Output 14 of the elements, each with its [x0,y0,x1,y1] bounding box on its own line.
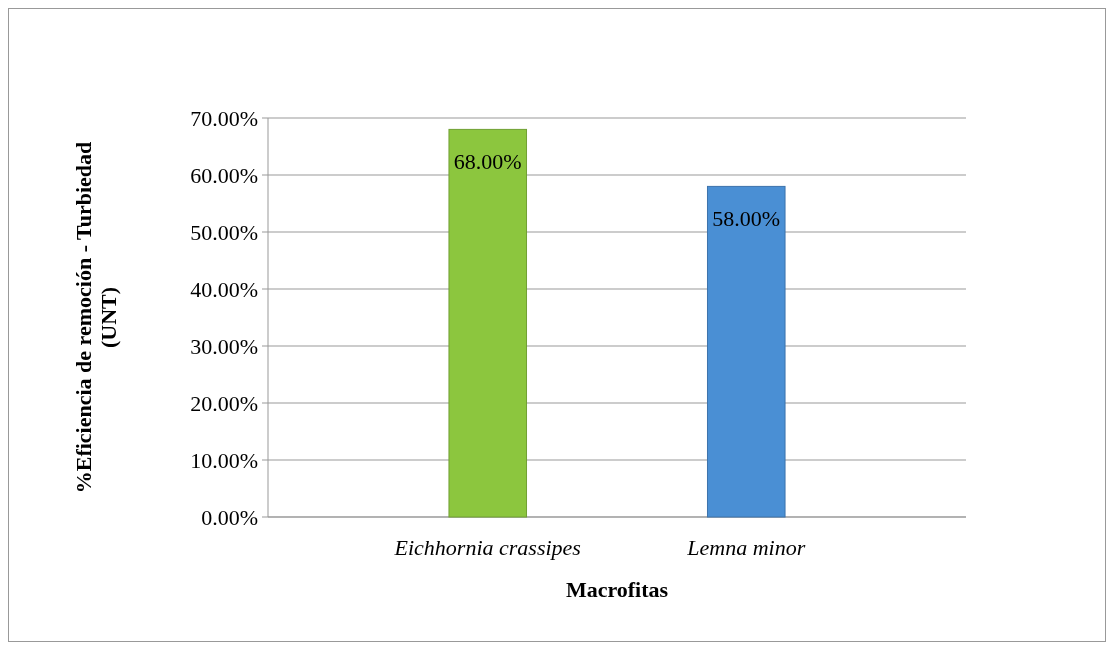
x-tick-label: Eichhornia crassipes [393,535,581,560]
y-tick-label: 50.00% [190,219,258,245]
data-label: 68.00% [453,149,522,175]
y-tick-label: 10.00% [190,447,258,473]
x-tick-label: Lemna minor [686,535,806,560]
y-tick-label: 0.00% [201,504,258,530]
y-tick-label: 20.00% [190,390,258,416]
y-tick-label: 70.00% [190,105,258,131]
data-label: 58.00% [712,206,781,232]
y-tick-label: 30.00% [190,333,258,359]
y-axis-title: %Eficiencia de remoción - Turbiedad (UNT) [70,141,122,494]
x-axis-title: Macrofitas [565,577,669,602]
y-tick-label: 40.00% [190,276,258,302]
y-tick-label: 60.00% [190,162,258,188]
